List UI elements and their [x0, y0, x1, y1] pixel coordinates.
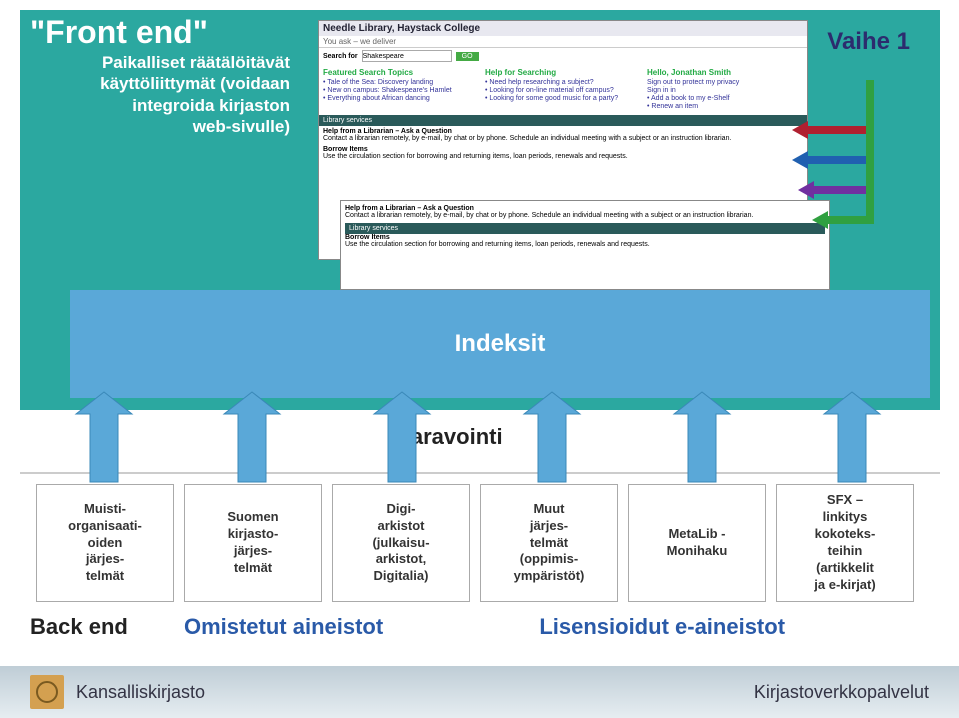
frontend-region: "Front end" Paikalliset räätälöitävät kä…	[20, 10, 940, 410]
divider-line	[20, 472, 940, 474]
footer-logo-icon	[30, 675, 64, 709]
mock-search-input[interactable]	[362, 50, 452, 62]
mock-subtitle: You ask – we deliver	[319, 36, 807, 48]
backend-box-3: Muutjärjes-telmät(oppimis-ympäristöt)	[480, 484, 618, 602]
mock-col-help: Help for Searching • Need help researchi…	[485, 68, 641, 111]
frontend-title: "Front end"	[30, 14, 208, 51]
backend-labels: Back end Omistetut aineistot Lisensioidu…	[30, 614, 930, 640]
footer-left: Kansalliskirjasto	[30, 675, 205, 709]
footer-left-text: Kansalliskirjasto	[76, 682, 205, 703]
mock-borrow-section: Borrow Items Use the circulation section…	[319, 144, 807, 162]
backend-title: Back end	[30, 614, 128, 639]
mock-dark-bar: Library services	[319, 115, 807, 126]
backend-boxes: Muisti-organisaati-oidenjärjes-telmät Su…	[36, 484, 936, 602]
haravointi-label: Haravointi	[395, 424, 503, 450]
backend-box-2: Digi-arkistot(julkaisu-arkistot,Digitali…	[332, 484, 470, 602]
frontend-subtitle: Paikalliset räätälöitävät käyttöliittymä…	[60, 52, 290, 137]
mock-go-button[interactable]: GO	[456, 52, 479, 61]
indeksit-label: Indeksit	[455, 330, 546, 358]
mock-help-section: Help from a Librarian – Ask a Question C…	[319, 126, 807, 144]
backend-box-4: MetaLib -Monihaku	[628, 484, 766, 602]
mock-col-signin: Hello, Jonathan Smith Sign out to protec…	[647, 68, 803, 111]
library-screenshot-back: Help from a Librarian – Ask a Question C…	[340, 200, 830, 290]
footer-right-text: Kirjastoverkkopalvelut	[754, 682, 929, 703]
backend-right-label: Lisensioidut e-aineistot	[539, 614, 785, 639]
slide: "Front end" Paikalliset räätälöitävät kä…	[0, 0, 959, 718]
indeksit-box: Indeksit	[70, 290, 930, 398]
phase-label: Vaihe 1	[827, 28, 910, 56]
mock-title: Needle Library, Haystack College	[319, 21, 807, 36]
backend-left-label: Omistetut aineistot	[184, 614, 383, 639]
mock-col-featured: Featured Search Topics • Tale of the Sea…	[323, 68, 479, 111]
backend-box-1: Suomenkirjasto-järjes-telmät	[184, 484, 322, 602]
mock-columns: Featured Search Topics • Tale of the Sea…	[319, 64, 807, 115]
backend-box-0: Muisti-organisaati-oidenjärjes-telmät	[36, 484, 174, 602]
footer: Kansalliskirjasto Kirjastoverkkopalvelut	[0, 666, 959, 718]
backend-box-5: SFX –linkityskokoteks-teihin(artikkelitj…	[776, 484, 914, 602]
mock-searchbar: Search for GO	[319, 48, 807, 64]
